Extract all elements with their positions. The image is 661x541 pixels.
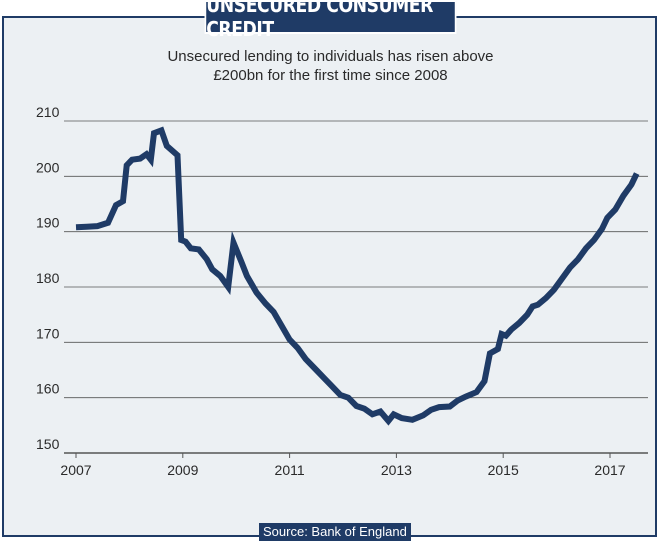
x-tick-label: 2015 — [488, 462, 519, 478]
y-tick-label: 210 — [36, 104, 60, 120]
x-tick-label: 2007 — [60, 462, 91, 478]
y-tick-label: 200 — [36, 159, 60, 175]
chart-title: UNSECURED CONSUMER CREDIT — [204, 0, 457, 41]
x-tick-label: 2011 — [275, 462, 305, 478]
x-tick-label: 2017 — [594, 462, 625, 478]
x-axis-ticks: 2007 2009 2011 2013 2015 2017 — [60, 453, 626, 478]
chart-frame — [2, 16, 657, 537]
y-tick-label: 190 — [36, 215, 60, 231]
x-tick-label: 2009 — [167, 462, 198, 478]
chart-subtitle: Unsecured lending to individuals has ris… — [100, 47, 561, 85]
series-line — [75, 126, 640, 426]
y-tick-label: 150 — [36, 436, 60, 452]
source-label: Source: Bank of England — [259, 523, 411, 541]
x-tick-label: 2013 — [381, 462, 412, 478]
y-tick-label: 160 — [36, 381, 60, 397]
series-group — [75, 126, 640, 426]
y-tick-label: 180 — [36, 270, 60, 286]
y-tick-label: 170 — [36, 325, 60, 341]
subtitle-line-2: £200bn for the first time since 2008 — [213, 67, 448, 84]
gridlines — [64, 120, 648, 454]
y-axis-ticks: 150 160 170 180 190 200 210 — [36, 104, 60, 452]
subtitle-line-1: Unsecured lending to individuals has ris… — [167, 48, 494, 65]
